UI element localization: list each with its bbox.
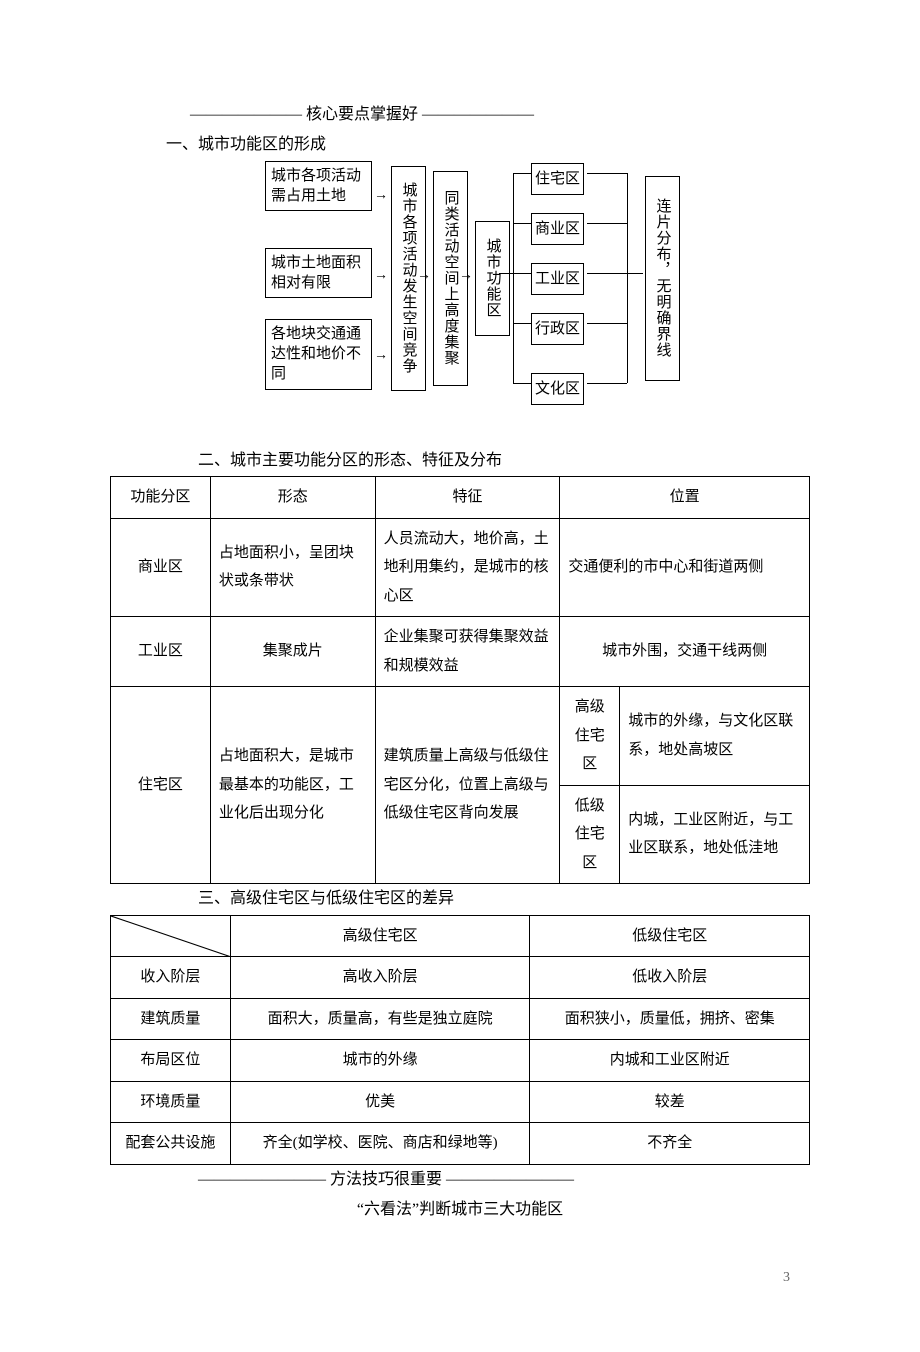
connector-line <box>587 273 627 274</box>
th-high: 高级住宅区 <box>230 915 530 957</box>
cell: 高收入阶层 <box>230 957 530 999</box>
page-number: 3 <box>110 1265 810 1292</box>
table-functional-zones: 功能分区 形态 特征 位置 商业区 占地面积小，呈团块状或条带状 人员流动大，地… <box>110 476 810 884</box>
connector-line <box>587 323 627 324</box>
cell-commercial-feature: 人员流动大，地价高，土地利用集约，是城市的核心区 <box>375 518 560 617</box>
row-env: 环境质量 <box>111 1081 231 1123</box>
cell-low-res: 低级住宅区 <box>560 785 620 884</box>
connector-line <box>587 223 627 224</box>
connector-line <box>499 273 513 274</box>
zone-administrative: 行政区 <box>531 313 584 346</box>
zone-commercial: 商业区 <box>531 213 584 246</box>
arrow-icon: → <box>374 269 388 283</box>
row-facilities: 配套公共设施 <box>111 1123 231 1165</box>
zone-industrial: 工业区 <box>531 263 584 296</box>
formation-diagram: 城市各项活动需占用土地 城市土地面积相对有限 各地块交通通达性和地价不同 → →… <box>265 161 695 406</box>
cell-industrial-form: 集聚成片 <box>210 617 375 687</box>
table-row: 收入阶层 高收入阶层 低收入阶层 <box>111 957 810 999</box>
table-row: 建筑质量 面积大，质量高，有些是独立庭院 面积狭小，质量低，拥挤、密集 <box>111 998 810 1040</box>
box-land-limited: 城市土地面积相对有限 <box>265 248 372 299</box>
arrow-icon: → <box>374 349 388 363</box>
connector-line <box>513 383 531 384</box>
cell-commercial-form: 占地面积小，呈团块状或条带状 <box>210 518 375 617</box>
table-row: 环境质量 优美 较差 <box>111 1081 810 1123</box>
connector-line <box>587 173 627 174</box>
cell-low-res-loc: 内城，工业区附近，与工业区联系，地处低洼地 <box>620 785 810 884</box>
table-row: 配套公共设施 齐全(如学校、医院、商店和绿地等) 不齐全 <box>111 1123 810 1165</box>
cell: 面积大，质量高，有些是独立庭院 <box>230 998 530 1040</box>
cell-commercial-location: 交通便利的市中心和街道两侧 <box>560 518 810 617</box>
arrow-icon: → <box>417 269 431 283</box>
cell-residential-form: 占地面积大，是城市最基本的功能区，工业化后出现分化 <box>210 687 375 884</box>
cell: 优美 <box>230 1081 530 1123</box>
cell: 齐全(如学校、医院、商店和绿地等) <box>230 1123 530 1165</box>
cell: 较差 <box>530 1081 810 1123</box>
connector-line <box>513 323 531 324</box>
cell-high-res-loc: 城市的外缘，与文化区联系，地处高坡区 <box>620 687 810 786</box>
heading-six-methods: “六看法”判断城市三大功能区 <box>110 1195 810 1225</box>
th-zone: 功能分区 <box>111 477 211 519</box>
box-access-price: 各地块交通通达性和地价不同 <box>265 319 372 390</box>
cell: 低收入阶层 <box>530 957 810 999</box>
connector-line <box>627 173 628 383</box>
th-location: 位置 <box>560 477 810 519</box>
cell-residential: 住宅区 <box>111 687 211 884</box>
diagonal-header-cell <box>111 915 231 957</box>
connector-line <box>513 223 531 224</box>
th-feature: 特征 <box>375 477 560 519</box>
connector-line <box>627 273 643 274</box>
table-row: 住宅区 占地面积大，是城市最基本的功能区，工业化后出现分化 建筑质量上高级与低级… <box>111 687 810 786</box>
connector-line <box>587 383 627 384</box>
table-row: 工业区 集聚成片 企业集聚可获得集聚效益和规模效益 城市外围，交通干线两侧 <box>111 617 810 687</box>
heading-1: 一、城市功能区的形成 <box>110 130 810 160</box>
box-activity-land: 城市各项活动需占用土地 <box>265 161 372 212</box>
heading-2: 二、城市主要功能分区的形态、特征及分布 <box>110 446 810 476</box>
cell-high-res: 高级住宅区 <box>560 687 620 786</box>
connector-line <box>513 273 531 274</box>
cell: 不齐全 <box>530 1123 810 1165</box>
table-residential-compare: 高级住宅区 低级住宅区 收入阶层 高收入阶层 低收入阶层 建筑质量 面积大，质量… <box>110 915 810 1165</box>
zone-cultural: 文化区 <box>531 373 584 406</box>
cell-residential-feature: 建筑质量上高级与低级住宅区分化，位置上高级与低级住宅区背向发展 <box>375 687 560 884</box>
arrow-icon: → <box>459 269 473 283</box>
row-quality: 建筑质量 <box>111 998 231 1040</box>
page: ——————— 核心要点掌握好 ——————— 一、城市功能区的形成 城市各项活… <box>0 0 920 1352</box>
arrow-icon: → <box>374 189 388 203</box>
box-note-contiguous: 连片分布，无明确界线 <box>645 176 680 381</box>
cell-commercial: 商业区 <box>111 518 211 617</box>
divider-core-points: ——————— 核心要点掌握好 ——————— <box>110 100 810 130</box>
table-row: 布局区位 城市的外缘 内城和工业区附近 <box>111 1040 810 1082</box>
table-row: 商业区 占地面积小，呈团块状或条带状 人员流动大，地价高，土地利用集约，是城市的… <box>111 518 810 617</box>
table-row: 功能分区 形态 特征 位置 <box>111 477 810 519</box>
box-functional-zones: 城市功能区 <box>475 221 510 336</box>
cell: 面积狭小，质量低，拥挤、密集 <box>530 998 810 1040</box>
cell: 城市的外缘 <box>230 1040 530 1082</box>
heading-3: 三、高级住宅区与低级住宅区的差异 <box>110 884 810 914</box>
zone-residential: 住宅区 <box>531 163 584 196</box>
connector-line <box>513 173 514 383</box>
cell-industrial-feature: 企业集聚可获得集聚效益和规模效益 <box>375 617 560 687</box>
divider-methods: ———————— 方法技巧很重要 ———————— <box>110 1165 810 1195</box>
table-row: 高级住宅区 低级住宅区 <box>111 915 810 957</box>
th-low: 低级住宅区 <box>530 915 810 957</box>
row-income: 收入阶层 <box>111 957 231 999</box>
cell-industrial-location: 城市外围，交通干线两侧 <box>560 617 810 687</box>
connector-line <box>513 173 531 174</box>
row-location: 布局区位 <box>111 1040 231 1082</box>
cell: 内城和工业区附近 <box>530 1040 810 1082</box>
th-form: 形态 <box>210 477 375 519</box>
cell-industrial: 工业区 <box>111 617 211 687</box>
